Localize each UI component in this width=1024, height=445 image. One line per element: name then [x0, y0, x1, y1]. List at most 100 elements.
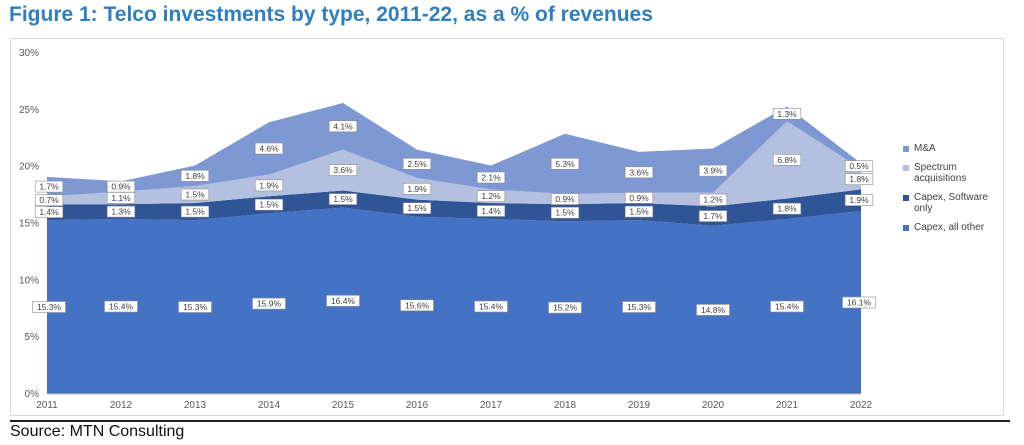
data-label-box: [32, 301, 66, 313]
data-label: 15.9%: [257, 299, 282, 309]
data-label: 6.8%: [777, 155, 797, 165]
data-label: 1.7%: [39, 182, 59, 192]
source-divider: [10, 420, 1010, 422]
data-label: 1.5%: [407, 203, 427, 213]
legend-label-ma: M&A: [914, 143, 936, 154]
data-label: 1.4%: [481, 206, 501, 216]
data-label-box: [550, 158, 580, 170]
data-label-box: [254, 198, 284, 211]
data-label: 1.9%: [259, 180, 279, 190]
data-label-box: [772, 154, 802, 166]
data-label-box: [476, 190, 506, 202]
y-tick-label: 20%: [19, 162, 39, 173]
source-note: Source: MTN Consulting: [10, 423, 185, 440]
data-label: 1.4%: [39, 207, 59, 217]
x-tick-label: 2020: [702, 400, 725, 411]
data-label-box: [34, 206, 64, 218]
data-label: 4.1%: [333, 121, 353, 131]
data-label-box: [180, 170, 210, 182]
data-label-box: [326, 294, 360, 307]
legend-label-capex-software: Capex, Software only: [914, 192, 988, 214]
data-label: 1.2%: [481, 191, 501, 201]
data-label-box: [548, 301, 582, 314]
x-tick-label: 2022: [850, 400, 873, 411]
data-label-box: [34, 194, 64, 206]
data-label: 0.9%: [629, 193, 649, 203]
data-label-box: [402, 183, 432, 195]
legend-swatch-spectrum: [903, 165, 909, 171]
data-label-box: [106, 205, 136, 218]
data-label-box: [402, 158, 432, 170]
data-label: 3.6%: [629, 167, 649, 177]
data-label-box: [844, 173, 874, 185]
area-series-capex-software-only: [47, 189, 861, 226]
x-tick-label: 2021: [776, 400, 799, 411]
x-tick-label: 2017: [480, 400, 503, 411]
data-label-box: [772, 202, 802, 215]
area-series-m-a: [47, 103, 861, 197]
data-label: 15.3%: [627, 302, 652, 312]
data-label-box: [698, 164, 728, 177]
data-label: 1.8%: [185, 171, 205, 181]
y-tick-label: 10%: [19, 275, 39, 286]
legend-label-spectrum: Spectrum acquisitions: [914, 162, 967, 184]
data-label: 4.6%: [259, 144, 279, 154]
data-label: 15.2%: [553, 303, 578, 313]
area-series-capex-all-other: [47, 207, 861, 394]
data-label: 0.9%: [555, 194, 575, 204]
data-label: 0.7%: [39, 195, 59, 205]
data-label: 1.9%: [849, 195, 869, 205]
y-tick-label: 30%: [19, 48, 39, 59]
data-label: 3.6%: [333, 165, 353, 175]
data-label: 2.1%: [481, 173, 501, 183]
data-label: 1.9%: [407, 184, 427, 194]
data-label: 1.3%: [111, 207, 131, 217]
data-label-box: [844, 160, 874, 172]
data-label-box: [624, 205, 654, 218]
x-tick-label: 2016: [406, 400, 429, 411]
data-label-box: [252, 297, 286, 310]
data-label-box: [770, 300, 804, 313]
data-label-box: [624, 192, 654, 204]
data-label: 1.5%: [333, 194, 353, 204]
x-tick-label: 2012: [110, 400, 133, 411]
data-label: 15.4%: [479, 302, 504, 312]
data-label-box: [328, 164, 358, 176]
data-label: 1.8%: [777, 204, 797, 214]
data-label: 1.2%: [703, 195, 723, 205]
data-label-box: [328, 193, 358, 205]
legend-swatch-ma: [903, 146, 909, 152]
data-label: 15.4%: [775, 302, 800, 312]
data-label: 0.5%: [849, 161, 869, 171]
data-label: 1.7%: [703, 211, 723, 221]
data-label-box: [254, 142, 284, 155]
data-label-box: [696, 304, 730, 316]
stacked-area-chart: 0% 5% 10% 15% 20% 25% 30% 2011 2012 2013 2014 2015 2…: [19, 48, 876, 411]
data-label-box: [698, 210, 728, 222]
data-label: 1.5%: [259, 200, 279, 210]
data-label: 1.5%: [555, 208, 575, 218]
data-label: 1.1%: [111, 193, 131, 203]
data-label: 15.3%: [183, 302, 208, 312]
data-label: 16.4%: [331, 296, 356, 306]
data-label-box: [106, 180, 136, 193]
data-label-box: [180, 205, 210, 218]
data-label-box: [180, 188, 210, 201]
data-label-box: [772, 108, 802, 120]
y-tick-label: 5%: [25, 332, 40, 343]
data-label: 16.1%: [847, 298, 872, 308]
data-label: 15.4%: [109, 302, 134, 312]
data-label-box: [624, 166, 654, 179]
legend-swatch-capex-software: [903, 195, 909, 201]
figure-title: Figure 1: Telco investments by type, 201…: [9, 3, 653, 26]
data-label: 5.3%: [555, 159, 575, 169]
data-label-box: [400, 299, 434, 312]
chart-legend: M&A Spectrum acquisitions Capex, Softwar…: [903, 143, 1003, 241]
data-label-box: [622, 301, 656, 313]
data-label-box: [254, 179, 284, 192]
data-label-box: [328, 120, 358, 133]
data-label: 3.9%: [703, 166, 723, 176]
legend-label-capex-other: Capex, all other: [914, 222, 985, 233]
x-tick-label: 2014: [258, 400, 281, 411]
legend-item-capex-software: Capex, Software only: [903, 192, 1003, 214]
